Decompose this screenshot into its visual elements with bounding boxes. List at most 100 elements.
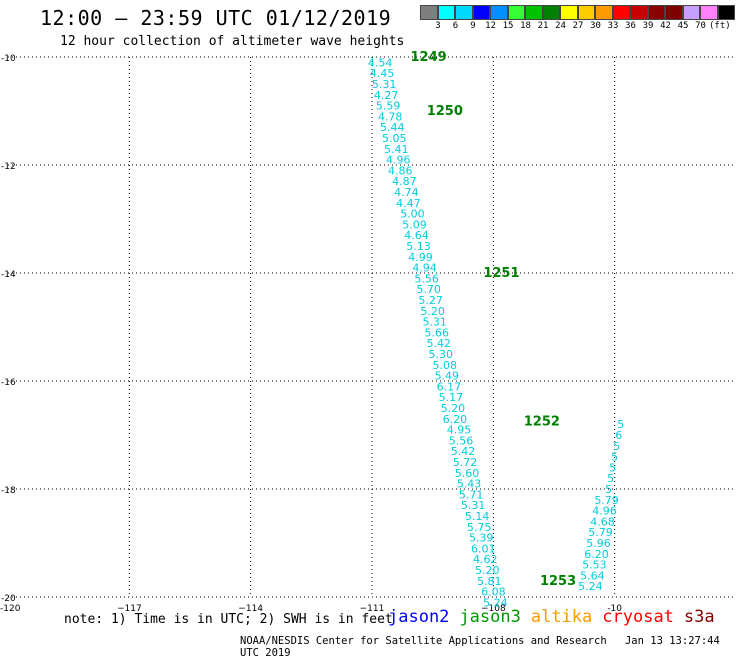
scale-label: 6: [452, 21, 459, 31]
scale-swatch: [560, 5, 578, 20]
swh-value: 5.44: [380, 121, 405, 134]
swh-value: 5.49: [435, 370, 460, 383]
scale-label: 45: [677, 21, 689, 31]
y-tick-label: -14: [1, 270, 16, 280]
swh-value: 5.30: [429, 348, 454, 361]
swh-value: 5.42: [451, 445, 476, 458]
swh-value: 6: [615, 429, 622, 442]
swh-value: 5.79: [588, 526, 613, 539]
satellite-s3a: s3a: [683, 607, 715, 627]
swh-value: 6.20: [584, 548, 609, 561]
color-scale: [420, 5, 735, 20]
swh-value: 5.05: [382, 132, 407, 145]
scale-label: 39: [642, 21, 654, 31]
scale-label: 33: [607, 21, 619, 31]
scale-swatch: [472, 5, 490, 20]
swh-value: 5.14: [465, 510, 490, 523]
track-label: 1252: [524, 415, 560, 430]
swh-value: 6.08: [481, 586, 506, 599]
swh-value: 4.68: [590, 515, 615, 528]
swh-value: 5.81: [477, 575, 502, 588]
swh-value: 5.56: [449, 434, 474, 447]
swh-value: 5: [607, 472, 614, 485]
swh-value: 5.31: [372, 78, 397, 91]
swh-value: 4.64: [404, 229, 429, 242]
scale-swatch: [717, 5, 735, 20]
scale-swatch: [542, 5, 560, 20]
scale-label: 21: [537, 21, 549, 31]
satellite-legend: jason2 jason3 altika cryosat s3a: [388, 607, 715, 627]
scale-label: 3: [435, 21, 441, 31]
x-tick-label: −108: [481, 604, 506, 614]
scale-label: 30: [590, 21, 601, 31]
scale-swatch: [490, 5, 508, 20]
swh-value: 4.99: [408, 251, 433, 264]
swh-value: 5.64: [580, 569, 605, 582]
swh-value: 5.09: [402, 218, 427, 231]
scale-swatch: [595, 5, 613, 20]
scale-swatch: [700, 5, 718, 20]
satellite-jason3: jason3: [459, 607, 521, 627]
satellite-cryosat: cryosat: [602, 607, 674, 627]
swh-value: 5.60: [455, 467, 480, 480]
scale-label: 70: [695, 21, 706, 31]
y-tick-label: -12: [1, 162, 16, 172]
swh-value: 4.54: [368, 56, 393, 69]
swh-value: 5: [605, 483, 612, 496]
scale-label: 24: [555, 21, 566, 31]
swh-value: 5: [609, 461, 616, 474]
swh-value: 5.42: [426, 337, 451, 350]
scale-swatch: [630, 5, 648, 20]
swh-value: 5.24: [483, 596, 508, 609]
scale-label: (ft): [709, 21, 731, 31]
swh-value: 5.00: [400, 208, 425, 221]
satellite-jason2: jason2: [388, 607, 450, 627]
swh-value: 5.41: [384, 143, 409, 156]
scale-swatch: [682, 5, 700, 20]
swh-value: 5: [617, 418, 624, 431]
swh-value: 4.47: [396, 197, 421, 210]
swh-value: 4.45: [370, 67, 395, 80]
footer: NOAA/NESDIS Center for Satellite Applica…: [240, 635, 740, 659]
swh-value: 4.62: [473, 553, 498, 566]
x-tick-label: -10: [607, 604, 622, 614]
swh-value: 5.17: [439, 391, 464, 404]
swh-value: 5.59: [376, 100, 401, 113]
scale-label: 27: [572, 21, 584, 31]
track-label: 1249: [411, 50, 447, 65]
x-tick-label: -120: [0, 604, 21, 614]
y-tick-label: -16: [1, 378, 16, 388]
swh-value: 5.72: [453, 456, 478, 469]
swh-value: 5.56: [414, 272, 439, 285]
swh-value: 5: [613, 440, 620, 453]
color-scale-labels: 3 6 9 12 15 18 21 24 27 30 33 36 39 42 45 70 (ft): [420, 21, 740, 35]
track-label: 1253: [540, 574, 576, 589]
swh-value: 5.71: [459, 488, 484, 501]
swh-value: 4.95: [447, 424, 472, 437]
scale-swatch: [665, 5, 683, 20]
swh-value: 4.96: [592, 505, 617, 518]
swh-value: 6.20: [443, 413, 468, 426]
swh-value: 4.27: [374, 89, 399, 102]
swh-value: 5.20: [441, 402, 466, 415]
swh-value: 5.24: [578, 580, 603, 593]
chart-title: 12:00 – 23:59 UTC 01/12/2019: [40, 6, 392, 30]
swh-value: 5.08: [433, 359, 458, 372]
swh-value: 4.78: [378, 110, 403, 123]
scale-swatch: [647, 5, 665, 20]
swh-value: 5.70: [416, 283, 441, 296]
scale-label: 12: [485, 21, 496, 31]
swh-value: 4.87: [392, 175, 417, 188]
swh-value: 4.74: [394, 186, 419, 199]
x-tick-label: −117: [117, 604, 142, 614]
scale-label: 9: [470, 21, 476, 31]
swh-value: 5.20: [475, 564, 500, 577]
track-label: 1251: [483, 266, 519, 281]
y-tick-label: -10: [1, 54, 16, 64]
swh-value: 6.17: [437, 380, 462, 393]
y-tick-label: -20: [1, 594, 16, 604]
units-note: note: 1) Time is in UTC; 2) SWH is in fe…: [64, 612, 393, 627]
swh-value: 6.01: [471, 542, 496, 555]
x-tick-label: −111: [360, 604, 385, 614]
